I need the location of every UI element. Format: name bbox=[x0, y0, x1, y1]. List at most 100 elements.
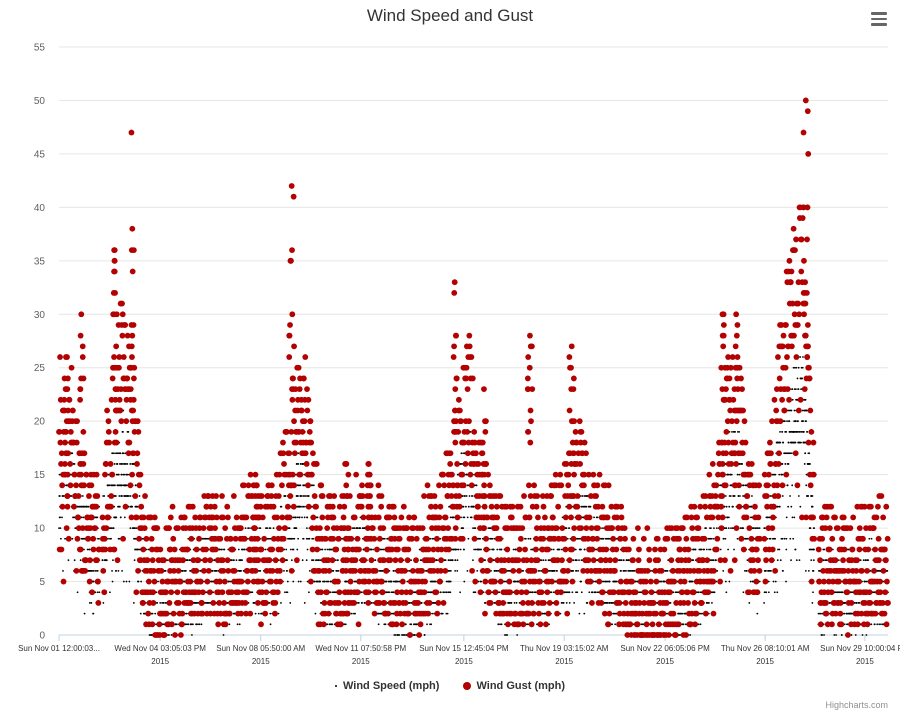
wind-speed-point bbox=[459, 591, 462, 594]
wind-speed-point bbox=[129, 527, 132, 529]
wind-speed-point bbox=[484, 559, 486, 562]
wind-speed-point bbox=[581, 495, 584, 497]
wind-speed-point bbox=[332, 569, 335, 572]
wind-speed-point bbox=[474, 527, 477, 529]
wind-speed-point bbox=[606, 580, 609, 583]
wind-speed-point bbox=[515, 602, 518, 604]
x-tick-label: Thu Nov 19 03:15:02 AM bbox=[520, 644, 609, 653]
wind-speed-point bbox=[356, 527, 359, 529]
wind-speed-point bbox=[105, 559, 108, 562]
wind-speed-point bbox=[259, 527, 262, 529]
wind-speed-point bbox=[280, 602, 282, 604]
y-tick-label: 45 bbox=[34, 149, 46, 160]
wind-speed-point bbox=[578, 559, 580, 562]
wind-speed-point bbox=[441, 612, 444, 615]
wind-speed-point bbox=[119, 452, 122, 455]
wind-speed-point bbox=[460, 452, 463, 455]
wind-speed-point bbox=[112, 452, 115, 455]
y-tick-label: 30 bbox=[34, 310, 46, 321]
wind-speed-point bbox=[195, 602, 198, 604]
wind-speed-point bbox=[206, 537, 209, 540]
wind-speed-point bbox=[86, 505, 88, 508]
wind-speed-point bbox=[137, 580, 140, 583]
wind-speed-point bbox=[96, 569, 99, 572]
wind-speed-point bbox=[316, 516, 319, 519]
wind-speed-point bbox=[254, 612, 257, 615]
wind-speed-point bbox=[108, 537, 110, 540]
wind-speed-point bbox=[79, 559, 82, 562]
wind-speed-point bbox=[243, 548, 246, 551]
wind-speed-point bbox=[286, 559, 288, 562]
wind-speed-point bbox=[327, 580, 330, 583]
wind-speed-point bbox=[295, 527, 298, 529]
wind-speed-point bbox=[534, 591, 537, 594]
wind-speed-point bbox=[119, 463, 121, 465]
wind-speed-point bbox=[596, 516, 599, 519]
x-tick-label: Sun Nov 15 12:45:04 PM bbox=[419, 644, 509, 653]
wind-speed-point bbox=[470, 516, 473, 519]
wind-speed-point bbox=[240, 569, 242, 572]
wind-speed-point bbox=[392, 591, 395, 594]
hamburger-menu-icon[interactable] bbox=[871, 12, 887, 26]
wind-speed-point bbox=[135, 527, 138, 529]
wind-speed-point bbox=[312, 559, 315, 562]
wind-speed-point bbox=[122, 430, 124, 433]
wind-speed-point bbox=[123, 516, 126, 519]
wind-speed-point bbox=[562, 602, 565, 604]
wind-speed-point bbox=[331, 623, 334, 626]
wind-speed-point bbox=[583, 612, 586, 615]
wind-speed-point bbox=[242, 548, 244, 551]
wind-speed-point bbox=[496, 548, 499, 551]
wind-speed-point bbox=[384, 623, 387, 626]
wind-speed-point bbox=[622, 559, 625, 562]
wind-speed-point bbox=[465, 505, 467, 508]
x-tick-year: 2015 bbox=[252, 657, 270, 666]
wind-speed-point bbox=[126, 463, 129, 465]
y-tick-label: 40 bbox=[34, 203, 46, 214]
wind-speed-point bbox=[235, 559, 238, 562]
wind-speed-point bbox=[257, 612, 260, 615]
wind-speed-point bbox=[200, 623, 203, 626]
wind-speed-point bbox=[237, 548, 240, 551]
wind-speed-point bbox=[500, 623, 503, 626]
wind-speed-point bbox=[269, 623, 272, 626]
wind-speed-point bbox=[312, 537, 315, 540]
wind-speed-point bbox=[578, 612, 581, 615]
wind-speed-point bbox=[164, 602, 167, 604]
wind-speed-point bbox=[289, 548, 292, 551]
wind-speed-point bbox=[265, 580, 268, 583]
wind-speed-point bbox=[139, 612, 142, 615]
wind-speed-point bbox=[259, 569, 262, 572]
wind-speed-point bbox=[435, 580, 437, 583]
wind-speed-point bbox=[138, 495, 141, 497]
wind-speed-point bbox=[571, 591, 574, 594]
wind-speed-point bbox=[463, 516, 466, 519]
wind-speed-point bbox=[109, 527, 112, 529]
wind-speed-point bbox=[236, 623, 239, 626]
wind-speed-point bbox=[552, 591, 555, 594]
wind-speed-point bbox=[117, 569, 120, 572]
wind-speed-point bbox=[552, 548, 555, 551]
wind-speed-point bbox=[62, 569, 64, 572]
wind-speed-point bbox=[286, 569, 288, 572]
wind-speed-point bbox=[512, 548, 515, 551]
wind-speed-point bbox=[319, 580, 322, 583]
wind-speed-point bbox=[321, 548, 324, 551]
wind-speed-point bbox=[62, 495, 65, 497]
wind-speed-point bbox=[588, 591, 591, 594]
wind-speed-point bbox=[251, 591, 254, 594]
wind-speed-point bbox=[112, 527, 115, 529]
wind-speed-point bbox=[354, 612, 356, 615]
wind-speed-point bbox=[61, 516, 63, 519]
wind-speed-point bbox=[307, 495, 310, 497]
wind-speed-point bbox=[128, 580, 131, 583]
wind-speed-point bbox=[302, 537, 305, 540]
wind-speed-point bbox=[463, 548, 465, 551]
wind-speed-point bbox=[71, 537, 74, 540]
wind-speed-point bbox=[120, 473, 123, 476]
wind-speed-point bbox=[312, 484, 315, 487]
wind-speed-point bbox=[218, 548, 221, 551]
wind-speed-point bbox=[122, 452, 125, 455]
y-tick-label: 10 bbox=[34, 524, 46, 535]
wind-speed-point bbox=[300, 505, 302, 508]
